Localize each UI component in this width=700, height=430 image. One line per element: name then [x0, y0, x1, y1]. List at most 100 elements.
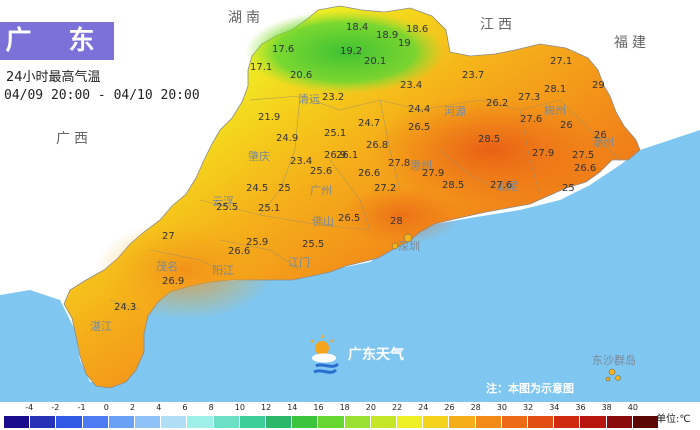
temperature-value: 24.4	[408, 104, 431, 115]
legend-swatch	[344, 416, 370, 428]
legend-tick-label: 28	[470, 403, 481, 412]
region-jiangxi: 江西	[480, 17, 516, 33]
legend-swatch	[135, 416, 161, 428]
city-boundaries	[109, 95, 621, 311]
legend-swatch	[501, 416, 527, 428]
city-label: 云浮	[212, 195, 234, 208]
legend-swatch	[475, 416, 501, 428]
temperature-value: 26.1	[336, 150, 359, 161]
legend-swatch	[82, 416, 108, 428]
legend-tick-label: 18	[339, 403, 350, 412]
temperature-value: 18.9	[376, 30, 399, 41]
legend-tick-label: 6	[182, 403, 188, 412]
legend-swatch	[187, 416, 213, 428]
temperature-value: 24.7	[358, 118, 381, 129]
legend-tick-label: 32	[523, 403, 534, 412]
temperature-value: 26.6	[574, 163, 597, 174]
legend-swatch	[580, 416, 606, 428]
legend-swatch	[266, 416, 292, 428]
temperature-value: 27.2	[374, 183, 397, 194]
temperature-value: 28.1	[544, 84, 567, 95]
temperature-value: 27.6	[490, 180, 513, 191]
legend-swatch	[4, 416, 30, 428]
temperature-value: 19	[398, 38, 411, 49]
legend-swatch	[292, 416, 318, 428]
brand-name: 广东天气	[348, 347, 404, 363]
temperature-value: 19.2	[340, 46, 363, 57]
temperature-value: 26.8	[366, 140, 389, 151]
legend-swatch	[632, 416, 658, 428]
temperature-value: 27	[162, 231, 175, 242]
temperature-value: 25	[278, 183, 291, 194]
warm-zone-west	[95, 220, 275, 320]
temperature-value: 25.1	[258, 203, 281, 214]
region-guangxi: 广西	[56, 131, 92, 147]
legend-tick-label: 14	[287, 403, 298, 412]
temperature-value: 29	[592, 80, 605, 91]
temperature-value: 26.5	[408, 122, 431, 133]
temperature-value: 27.5	[572, 150, 595, 161]
city-label: 湛江	[90, 320, 112, 333]
cool-zone-north	[245, 10, 445, 94]
temperature-value: 23.2	[322, 92, 345, 103]
legend-swatch	[397, 416, 423, 428]
temperature-value: 26.6	[228, 246, 251, 257]
legend-swatch	[370, 416, 396, 428]
temperature-value: 18.6	[406, 24, 429, 35]
city-label: 潮州	[592, 136, 614, 149]
temperature-value: 25.5	[216, 202, 239, 213]
temperature-value: 27.9	[422, 168, 445, 179]
city-label: 肇庆	[248, 150, 270, 163]
legend-swatch	[449, 416, 475, 428]
temperature-value: 28	[390, 216, 403, 227]
legend-tick-label: -2	[51, 403, 60, 412]
legend-tick-label: 12	[261, 403, 272, 412]
temperature-value: 23.4	[400, 80, 423, 91]
temperature-value: 20.1	[364, 56, 387, 67]
temperature-value: 23.7	[462, 70, 485, 81]
temperature-value: 26.5	[338, 213, 361, 224]
temperature-value: 26	[594, 130, 607, 141]
temperature-value: 17.6	[272, 44, 295, 55]
temperature-value: 25.6	[310, 166, 333, 177]
temperature-value: 27.1	[550, 56, 573, 67]
legend-tick-label: 8	[208, 403, 214, 412]
temperature-value: 27.8	[388, 158, 411, 169]
temperature-value: 25.1	[324, 128, 347, 139]
temperature-value: 26.6	[358, 168, 381, 179]
legend-swatch	[239, 416, 265, 428]
disclaimer-note: 注：本图为示意图	[486, 382, 574, 395]
legend-tick-label: 40	[627, 403, 638, 412]
legend-tick-label: 4	[156, 403, 162, 412]
legend-tick-label: 38	[601, 403, 612, 412]
legend-swatch	[30, 416, 56, 428]
temperature-value: 21.9	[258, 112, 281, 123]
color-legend: -4 -2 -1 0 2 4 6 8 10 12 14 16 18 20 22 24 26 28 30 32 34 36 3…	[0, 402, 700, 430]
temperature-value: 28.5	[478, 134, 501, 145]
legend-tick-label: 22	[392, 403, 403, 412]
temperature-value: 25.9	[246, 237, 269, 248]
temperature-value: 24.9	[276, 133, 299, 144]
city-label: 梅州	[544, 104, 566, 117]
temperature-value: 25	[562, 183, 575, 194]
temperature-value: 26	[560, 120, 573, 131]
temperature-value: 26.9	[324, 150, 347, 161]
legend-tick-label: -4	[25, 403, 34, 412]
legend-tick-label: 10	[234, 403, 245, 412]
sun-cloud-icon	[310, 335, 340, 374]
legend-tick-label: 34	[549, 403, 560, 412]
temperature-value: 18.4	[346, 22, 369, 33]
time-period: 04/09 20:00 - 04/10 20:00	[4, 88, 200, 103]
page-title: 广 东	[0, 22, 114, 60]
temperature-value: 17.1	[250, 62, 273, 73]
legend-swatch	[423, 416, 449, 428]
city-label: 广州	[310, 184, 332, 197]
temperature-value: 23.4	[290, 156, 313, 167]
map-subtitle: 24小时最高气温	[6, 70, 101, 85]
city-label: 茂名	[156, 260, 178, 273]
temperature-value: 27.6	[520, 114, 543, 125]
legend-swatch	[161, 416, 187, 428]
legend-swatch	[56, 416, 82, 428]
legend-swatch	[108, 416, 134, 428]
city-label: 佛山	[312, 215, 334, 228]
